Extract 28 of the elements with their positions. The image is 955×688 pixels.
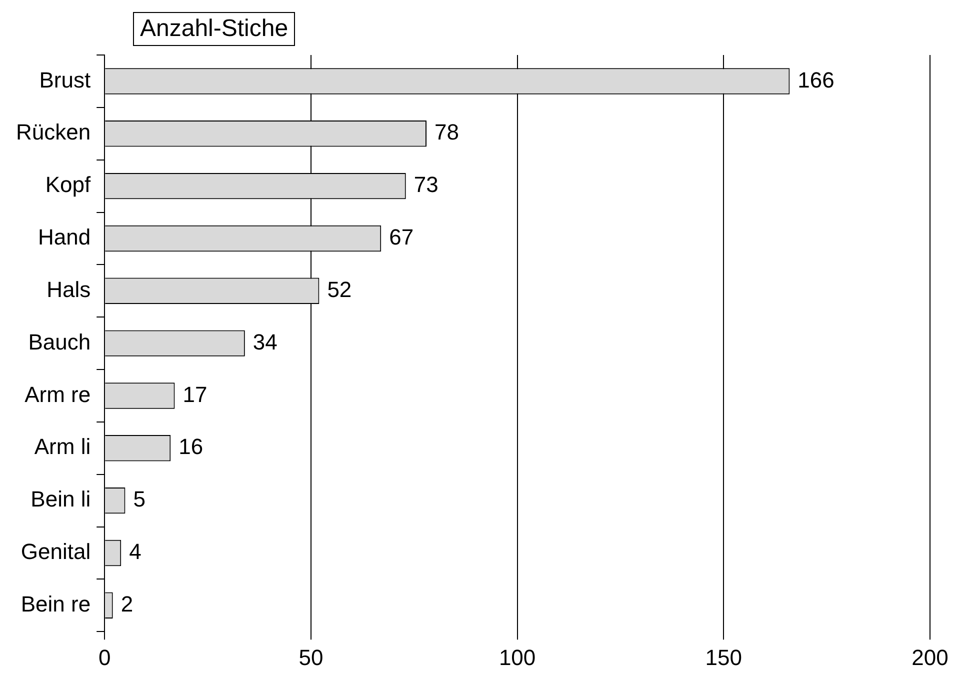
y-tick-label: Arm re <box>24 382 91 407</box>
y-tick-label: Kopf <box>45 172 92 198</box>
y-tick-label: Brust <box>39 67 91 92</box>
y-tick-label: Genital <box>20 539 91 564</box>
data-label: 17 <box>182 382 208 407</box>
data-label: 34 <box>252 329 278 354</box>
y-tick-label: Arm li <box>34 434 91 460</box>
y-tick-label: Bauch <box>28 329 91 354</box>
y-tick-label: Bein re <box>20 591 91 616</box>
y-tick-label: Hals <box>46 276 91 302</box>
data-label: 78 <box>434 120 459 145</box>
y-tick-label: Rücken <box>16 120 91 145</box>
x-tick-label: 0 <box>98 644 111 670</box>
data-label: 166 <box>798 67 834 92</box>
data-label: 2 <box>120 591 134 616</box>
chart-title: Anzahl-Stiche <box>133 12 296 46</box>
x-tick-label: 150 <box>705 644 742 670</box>
data-label: 16 <box>178 434 204 460</box>
data-label: 52 <box>327 276 352 302</box>
data-label: 73 <box>414 172 438 198</box>
data-label: 67 <box>389 224 414 250</box>
data-label: 4 <box>129 539 142 564</box>
data-label: 5 <box>133 486 146 512</box>
x-tick-label: 50 <box>298 644 324 670</box>
y-tick-label: Hand <box>38 224 91 250</box>
x-tick-label: 200 <box>912 644 948 670</box>
x-tick-label: 100 <box>498 644 536 670</box>
y-tick-label: Bein li <box>30 486 91 512</box>
